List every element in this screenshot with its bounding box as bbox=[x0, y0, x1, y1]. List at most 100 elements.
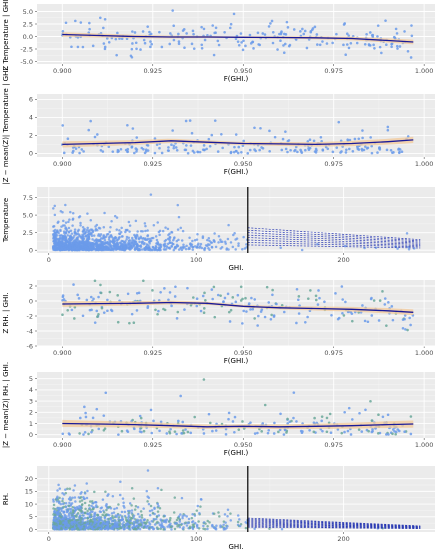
data-point bbox=[153, 523, 157, 526]
data-point bbox=[412, 247, 416, 250]
data-point bbox=[143, 41, 147, 45]
data-point bbox=[79, 235, 83, 239]
data-point bbox=[169, 32, 172, 35]
data-point bbox=[64, 516, 67, 520]
data-point bbox=[174, 245, 177, 249]
confidence-ribbon bbox=[62, 136, 414, 148]
data-point bbox=[148, 513, 152, 517]
data-point bbox=[171, 9, 174, 12]
data-point bbox=[112, 525, 116, 528]
data-point bbox=[269, 317, 273, 321]
data-point bbox=[71, 525, 75, 529]
data-point bbox=[203, 248, 206, 252]
data-point bbox=[166, 242, 170, 246]
data-point bbox=[194, 521, 197, 525]
data-point bbox=[67, 504, 71, 508]
data-point bbox=[84, 507, 87, 511]
data-point bbox=[112, 511, 116, 514]
data-point bbox=[139, 523, 143, 527]
data-point bbox=[391, 318, 395, 322]
data-point bbox=[82, 243, 85, 246]
data-point bbox=[225, 526, 228, 530]
data-point bbox=[57, 220, 60, 223]
data-point bbox=[144, 224, 147, 228]
data-point bbox=[296, 150, 299, 154]
data-point bbox=[178, 520, 181, 523]
data-point bbox=[90, 430, 93, 434]
x-axis-label: F(GHI.) bbox=[224, 168, 249, 176]
data-point bbox=[185, 524, 189, 527]
data-point bbox=[119, 231, 123, 234]
data-point bbox=[192, 151, 196, 154]
data-point bbox=[297, 312, 301, 315]
data-point bbox=[199, 242, 203, 246]
y-axis-label: RH. bbox=[2, 493, 10, 505]
data-point bbox=[123, 506, 126, 509]
data-point bbox=[202, 311, 206, 315]
data-point bbox=[144, 237, 147, 240]
data-point bbox=[167, 233, 170, 237]
data-point bbox=[73, 496, 77, 499]
data-point bbox=[116, 525, 119, 528]
data-point bbox=[76, 293, 79, 297]
data-point bbox=[61, 29, 65, 33]
data-point bbox=[69, 210, 72, 214]
data-point bbox=[152, 419, 155, 423]
data-point bbox=[153, 137, 157, 140]
data-point bbox=[168, 520, 171, 523]
data-point bbox=[159, 290, 162, 294]
data-point bbox=[150, 431, 154, 435]
data-point bbox=[286, 26, 290, 29]
data-point bbox=[61, 295, 65, 299]
data-point bbox=[314, 147, 318, 151]
data-point bbox=[276, 48, 279, 51]
data-point bbox=[141, 30, 145, 33]
data-point bbox=[72, 283, 75, 286]
y-tick-label: -4 bbox=[27, 327, 33, 335]
data-point bbox=[385, 324, 388, 327]
data-point bbox=[185, 144, 188, 147]
data-point bbox=[213, 240, 216, 244]
data-point bbox=[85, 482, 88, 485]
dashed-line bbox=[247, 522, 421, 528]
data-point bbox=[89, 295, 93, 299]
data-point bbox=[243, 247, 247, 250]
data-point bbox=[148, 30, 151, 34]
data-point bbox=[157, 514, 161, 517]
data-point bbox=[138, 515, 141, 519]
data-point bbox=[86, 238, 90, 241]
x-tick-label: 0.925 bbox=[143, 441, 162, 449]
data-point bbox=[98, 524, 102, 528]
data-point bbox=[158, 429, 161, 433]
data-point bbox=[87, 525, 91, 529]
data-point bbox=[200, 43, 204, 47]
data-point bbox=[84, 415, 88, 419]
data-point bbox=[105, 37, 109, 40]
data-point bbox=[119, 241, 122, 244]
data-point bbox=[111, 494, 115, 498]
data-point bbox=[186, 430, 190, 434]
data-point bbox=[170, 528, 173, 531]
data-point bbox=[119, 248, 123, 251]
data-point bbox=[367, 43, 371, 47]
data-point bbox=[172, 238, 175, 242]
data-point bbox=[343, 430, 346, 434]
data-point bbox=[219, 238, 222, 242]
data-point bbox=[282, 433, 286, 436]
data-point bbox=[378, 45, 382, 49]
data-point bbox=[244, 44, 247, 48]
data-point bbox=[177, 215, 181, 219]
data-point bbox=[403, 430, 406, 433]
data-point bbox=[107, 238, 111, 241]
data-point bbox=[267, 428, 271, 432]
data-point bbox=[149, 408, 153, 412]
data-point bbox=[93, 515, 96, 518]
data-point bbox=[89, 232, 92, 235]
data-point bbox=[90, 504, 93, 508]
data-point bbox=[273, 135, 277, 139]
data-point bbox=[52, 207, 55, 210]
data-point bbox=[196, 232, 199, 236]
data-point bbox=[216, 293, 220, 297]
data-point bbox=[245, 243, 248, 246]
data-point bbox=[162, 248, 166, 251]
